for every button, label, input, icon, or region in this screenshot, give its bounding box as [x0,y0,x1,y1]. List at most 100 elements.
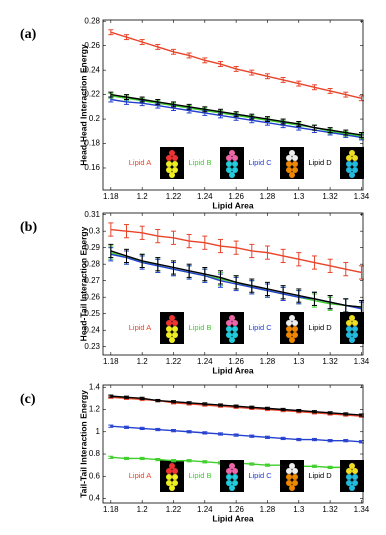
legend-icon-bead [346,320,352,326]
error-bar [249,278,255,293]
legend-icon-bead [346,468,352,474]
y-tick-label: 0.22 [84,90,100,99]
error-bar [233,111,239,118]
legend-icon-bead [229,150,235,156]
legend-icon-bead [169,150,175,156]
error-bar [155,457,161,462]
legend-icon-bead [229,463,235,469]
legend-icon-bead [226,167,232,173]
y-tick-label: 0.24 [84,325,100,334]
legend-icon-bead [166,326,172,332]
legend-icon-bead [232,468,238,474]
error-bar [123,395,129,399]
error-bar [123,94,129,100]
error-bar [139,396,145,400]
legend-icon-bead [166,468,172,474]
error-bar [123,248,129,264]
y-tick-label: 0.4 [89,494,101,503]
y-tick-label: 0.27 [84,276,100,285]
error-bar [170,429,176,433]
legend-icon-bead [292,480,298,486]
error-bar [311,124,317,131]
legend-icon-bead [166,332,172,338]
legend-icon-bead [352,155,358,161]
legend-icon-bead [346,480,352,486]
legend-label: Lipid C [248,471,272,480]
error-bar [139,456,145,461]
error-bar [311,255,317,270]
legend-label: Lipid A [129,323,152,332]
x-tick-label: 1.34 [354,357,370,366]
error-bar [327,439,333,443]
error-bar [249,113,255,120]
error-bar [186,263,192,278]
error-bar [249,434,255,438]
legend-label: Lipid A [129,471,152,480]
y-tick-label: 0.31 [84,210,100,219]
error-bar [123,224,129,239]
x-tick-label: 1.32 [322,357,338,366]
x-tick-label: 1.28 [260,505,276,514]
error-bar [280,285,286,300]
error-bar [202,460,208,464]
legend-icon-bead [346,167,352,173]
error-bar [264,73,270,80]
y-tick-label: 1 [96,427,101,436]
y-tick-label: 0.23 [84,342,100,351]
x-tick-label: 1.22 [166,357,182,366]
error-bar [264,116,270,123]
legend-icon-bead [286,161,292,167]
error-bar [327,295,333,310]
legend-icon-bead [229,172,235,178]
error-bar [343,91,349,98]
legend-icon-bead [352,326,358,332]
error-bar [296,121,302,127]
legend-icon-bead [292,161,298,167]
error-bar [296,80,302,87]
legend-label: Lipid D [308,323,332,332]
error-bar [264,435,270,439]
legend-icon-bead [226,161,232,167]
error-bar [280,407,286,412]
x-tick-label: 1.32 [322,505,338,514]
x-tick-label: 1.26 [228,505,244,514]
legend-icon-bead [292,332,298,338]
plot-frame [102,384,364,504]
x-tick-label: 1.18 [103,192,119,201]
error-bar [327,258,333,273]
x-tick-label: 1.2 [137,357,149,366]
legend-icon-bead [232,332,238,338]
y-tick-label: 0.26 [84,292,100,301]
legend-icon-bead [172,155,178,161]
error-bar [343,262,349,277]
legend-icon-bead [166,474,172,480]
y-tick-label: 0.25 [84,309,100,318]
error-bar [123,34,129,41]
panel-label: (b) [20,220,37,235]
error-bar [108,91,114,98]
legend-icon-bead [229,315,235,321]
legend-icon-bead [352,332,358,338]
error-bar [155,229,161,244]
error-bar [311,464,317,468]
x-axis-label: Lipid Area [212,365,254,375]
legend-icon-bead [226,326,232,332]
error-bar [202,402,208,406]
x-tick-label: 1.24 [197,357,213,366]
error-bar [311,84,317,91]
legend-icon-bead [169,337,175,343]
legend-icon-bead [292,320,298,326]
error-bar [170,400,176,404]
error-bar [311,291,317,306]
legend-icon-bead [166,161,172,167]
error-bar [327,87,333,94]
legend-icon-bead [349,315,355,321]
legend-icon-bead [289,337,295,343]
error-bar [327,465,333,469]
legend-icon-bead [289,150,295,156]
error-bar [280,118,286,125]
legend-icon-bead [292,167,298,173]
legend-label: Lipid D [308,158,332,167]
legend-icon-bead [292,326,298,332]
